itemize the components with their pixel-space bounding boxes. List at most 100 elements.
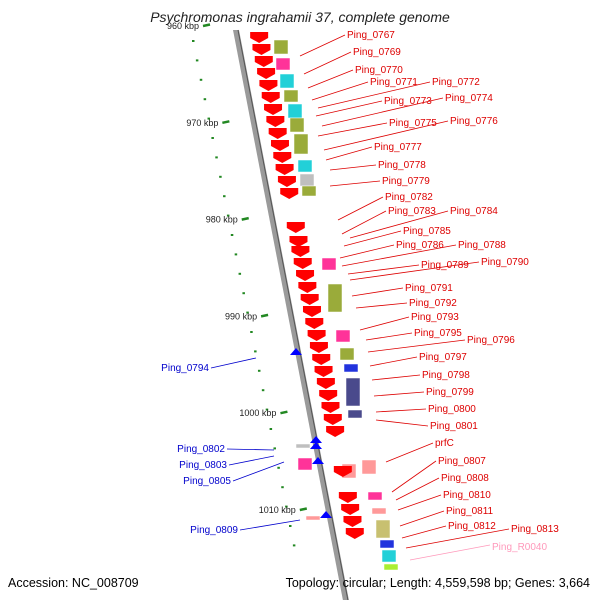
- label-connector: [210, 357, 257, 369]
- cog-block: [361, 459, 377, 475]
- forward-gene-label[interactable]: Ping_0771: [370, 77, 418, 88]
- reverse-gene-arrow: [290, 348, 302, 355]
- forward-gene-label[interactable]: Ping_0796: [467, 335, 515, 346]
- cog-block: [295, 443, 311, 449]
- forward-gene-label[interactable]: Ping_0788: [458, 240, 506, 251]
- forward-gene-arrow: [345, 528, 364, 539]
- scale-ticks: 960 kbp 970 kbp 980 kbp 990 kbp 1000 kbp 1010…: [167, 21, 308, 515]
- cog-blocks: [273, 39, 399, 571]
- rna-gene-label[interactable]: Ping_R0040: [492, 542, 547, 553]
- forward-gene-arrow: [343, 516, 362, 527]
- scale-tick-mark: [202, 23, 211, 28]
- scale-tick-label: 980 kbp: [206, 215, 238, 225]
- forward-gene-arrow: [259, 80, 278, 91]
- forward-gene-arrow: [289, 236, 308, 247]
- forward-gene-label[interactable]: Ping_0790: [481, 257, 529, 268]
- scale-tick-label: 1010 kbp: [259, 505, 296, 515]
- forward-gene-label[interactable]: prfC: [435, 438, 454, 449]
- forward-gene-arrow: [302, 306, 321, 317]
- minor-tick: [273, 447, 276, 450]
- label-connector: [375, 419, 429, 427]
- forward-gene-label[interactable]: Ping_0812: [448, 521, 496, 532]
- label-connector: [367, 339, 466, 353]
- label-connector: [399, 510, 445, 527]
- minor-tick: [230, 234, 234, 236]
- forward-gene-label[interactable]: Ping_0792: [409, 298, 457, 309]
- label-connector: [391, 460, 437, 493]
- cog-block: [279, 73, 295, 89]
- label-connector: [311, 81, 369, 101]
- label-connector: [317, 81, 431, 109]
- forward-gene-arrow: [333, 466, 352, 477]
- reverse-gene-label[interactable]: Ping_0803: [179, 460, 227, 471]
- forward-gene-label[interactable]: Ping_0795: [414, 328, 462, 339]
- forward-gene-label[interactable]: Ping_0786: [396, 240, 444, 251]
- forward-gene-arrow: [264, 104, 283, 115]
- forward-gene-label[interactable]: Ping_0778: [378, 160, 426, 171]
- minor-tick: [223, 195, 226, 198]
- label-connector: [307, 69, 354, 89]
- forward-gene-label[interactable]: Ping_0769: [353, 47, 401, 58]
- forward-gene-arrow: [298, 282, 317, 293]
- forward-gene-label[interactable]: Ping_0783: [388, 206, 436, 217]
- forward-gene-label[interactable]: Ping_0772: [432, 77, 480, 88]
- forward-gene-label[interactable]: Ping_0797: [419, 352, 467, 363]
- forward-gene-label[interactable]: Ping_0810: [443, 490, 491, 501]
- minor-tick: [277, 466, 280, 469]
- backbone-edge: [237, 29, 349, 600]
- forward-gene-label[interactable]: Ping_0784: [450, 206, 498, 217]
- reverse-gene-label[interactable]: Ping_0802: [177, 444, 225, 455]
- forward-gene-arrow: [296, 270, 315, 281]
- forward-gene-label[interactable]: Ping_0775: [389, 118, 437, 129]
- reverse-gene-label[interactable]: Ping_0809: [190, 525, 238, 536]
- forward-gene-label[interactable]: Ping_0779: [382, 176, 430, 187]
- map-title: Psychromonas ingrahamii 37, complete gen…: [150, 9, 450, 25]
- reverse-gene-arrow: [312, 457, 324, 464]
- forward-gene-label[interactable]: Ping_0799: [426, 387, 474, 398]
- forward-gene-label[interactable]: Ping_0793: [411, 312, 459, 323]
- forward-gene-label[interactable]: Ping_0774: [445, 93, 493, 104]
- label-connector: [373, 391, 425, 397]
- forward-gene-arrow: [300, 294, 319, 305]
- minor-tick: [211, 137, 214, 139]
- forward-gene-label[interactable]: Ping_0776: [450, 116, 498, 127]
- forward-gene-arrow: [293, 258, 312, 269]
- forward-gene-label[interactable]: Ping_0791: [405, 283, 453, 294]
- minor-tick: [203, 98, 207, 101]
- forward-gene-label[interactable]: Ping_0801: [430, 421, 478, 432]
- cog-block: [367, 491, 383, 501]
- minor-tick: [195, 59, 199, 62]
- forward-gene-label[interactable]: Ping_0808: [441, 473, 489, 484]
- label-connector: [369, 356, 418, 367]
- label-connector: [339, 244, 395, 259]
- forward-gene-label[interactable]: Ping_0785: [403, 226, 451, 237]
- forward-gene-label[interactable]: Ping_0767: [347, 30, 395, 41]
- forward-gene-label[interactable]: Ping_0807: [438, 456, 486, 467]
- forward-gene-label[interactable]: Ping_0798: [422, 370, 470, 381]
- forward-gene-arrow: [323, 414, 342, 425]
- forward-gene-label[interactable]: Ping_0813: [511, 524, 559, 535]
- forward-gene-label[interactable]: Ping_0782: [385, 192, 433, 203]
- label-connector: [228, 455, 275, 466]
- scale-tick-label: 990 kbp: [225, 311, 257, 321]
- minor-tick: [226, 214, 230, 217]
- forward-gene-arrow: [321, 402, 340, 413]
- forward-gene-arrow: [338, 492, 357, 503]
- label-connector: [385, 442, 434, 463]
- label-connector: [341, 244, 457, 267]
- forward-gene-label[interactable]: Ping_0789: [421, 260, 469, 271]
- forward-gene-label[interactable]: Ping_0773: [384, 96, 432, 107]
- forward-gene-label[interactable]: Ping_0811: [446, 506, 494, 517]
- label-connector: [239, 519, 301, 531]
- reverse-gene-label[interactable]: Ping_0805: [183, 476, 231, 487]
- forward-gene-label[interactable]: Ping_0770: [355, 65, 403, 76]
- reverse-gene-label[interactable]: Ping_0794: [161, 363, 209, 374]
- minor-tick: [292, 544, 296, 547]
- forward-gene-arrow: [254, 56, 273, 67]
- forward-gene-arrow: [261, 92, 280, 103]
- forward-gene-label[interactable]: Ping_0777: [374, 142, 422, 153]
- minor-tick: [281, 486, 284, 489]
- minor-tick: [215, 156, 218, 159]
- forward-gene-arrow: [314, 366, 333, 377]
- forward-gene-label[interactable]: Ping_0800: [428, 404, 476, 415]
